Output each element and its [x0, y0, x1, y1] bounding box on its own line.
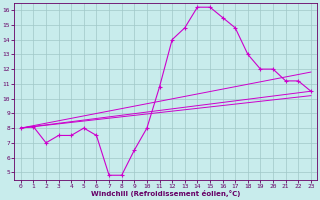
- X-axis label: Windchill (Refroidissement éolien,°C): Windchill (Refroidissement éolien,°C): [91, 190, 241, 197]
